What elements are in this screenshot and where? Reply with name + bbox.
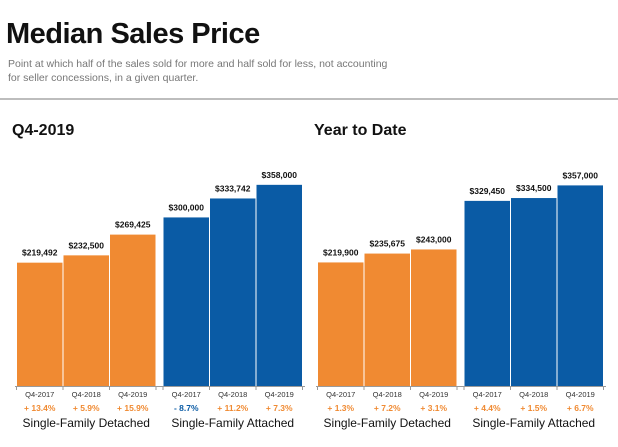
- bar-value-label: $269,425: [115, 220, 151, 230]
- x-tick-label: Q4-2017: [326, 390, 355, 399]
- bar-value-label: $329,450: [470, 186, 506, 196]
- x-tick-label: Q4-2017: [25, 390, 54, 399]
- group-label: Single-Family Attached: [171, 416, 294, 430]
- bar: [557, 185, 603, 386]
- percent-change-label: + 7.3%: [266, 403, 293, 413]
- bar: [511, 198, 557, 386]
- x-tick-label: Q4-2018: [519, 390, 548, 399]
- group-label: Single-Family Detached: [23, 416, 150, 430]
- x-tick-label: Q4-2019: [265, 390, 294, 399]
- x-tick-label: Q4-2019: [419, 390, 448, 399]
- x-tick-label: Q4-2018: [218, 390, 247, 399]
- bar: [411, 249, 457, 386]
- bar: [163, 217, 209, 386]
- bar-value-label: $300,000: [169, 202, 205, 212]
- percent-change-label: + 4.4%: [474, 403, 501, 413]
- x-tick-label: Q4-2017: [172, 390, 201, 399]
- percent-change-label: + 1.3%: [327, 403, 354, 413]
- bar-value-label: $219,492: [22, 248, 58, 258]
- percent-change-label: + 5.9%: [73, 403, 100, 413]
- percent-change-label: + 7.2%: [374, 403, 401, 413]
- panel-title-q4-2019: Q4-2019: [12, 122, 75, 139]
- x-tick-label: Q4-2019: [118, 390, 147, 399]
- bar-value-label: $358,000: [262, 170, 298, 180]
- bar-value-label: $235,675: [370, 239, 406, 249]
- x-tick-label: Q4-2017: [473, 390, 502, 399]
- x-tick-label: Q4-2018: [72, 390, 101, 399]
- percent-change-label: + 3.1%: [420, 403, 447, 413]
- bar-value-label: $333,742: [215, 183, 251, 193]
- percent-change-label: + 1.5%: [520, 403, 547, 413]
- bar: [364, 253, 410, 386]
- bar: [63, 255, 109, 386]
- bar: [256, 184, 302, 386]
- bar-value-label: $219,900: [323, 247, 359, 257]
- panel-title-year-to-date: Year to Date: [314, 122, 407, 139]
- group-label: Single-Family Detached: [324, 416, 451, 430]
- bar-value-label: $232,500: [69, 240, 105, 250]
- page-title: Median Sales Price: [6, 18, 260, 50]
- bar: [210, 198, 256, 386]
- x-tick-label: Q4-2019: [566, 390, 595, 399]
- bar: [17, 262, 63, 386]
- group-label: Single-Family Attached: [472, 416, 595, 430]
- bar-value-label: $357,000: [563, 170, 599, 180]
- x-tick-label: Q4-2018: [373, 390, 402, 399]
- header-divider: [0, 98, 618, 100]
- bar: [318, 262, 364, 386]
- percent-change-label: + 13.4%: [24, 403, 56, 413]
- bar-value-label: $334,500: [516, 183, 552, 193]
- percent-change-label: + 15.9%: [117, 403, 149, 413]
- bar-value-label: $243,000: [416, 234, 452, 244]
- page-subtitle: Point at which half of the sales sold fo…: [8, 58, 388, 84]
- percent-change-label: + 11.2%: [217, 403, 248, 413]
- percent-change-label: + 6.7%: [567, 403, 594, 413]
- percent-change-label: - 8.7%: [174, 403, 199, 413]
- bar: [464, 200, 510, 386]
- bar: [110, 234, 156, 386]
